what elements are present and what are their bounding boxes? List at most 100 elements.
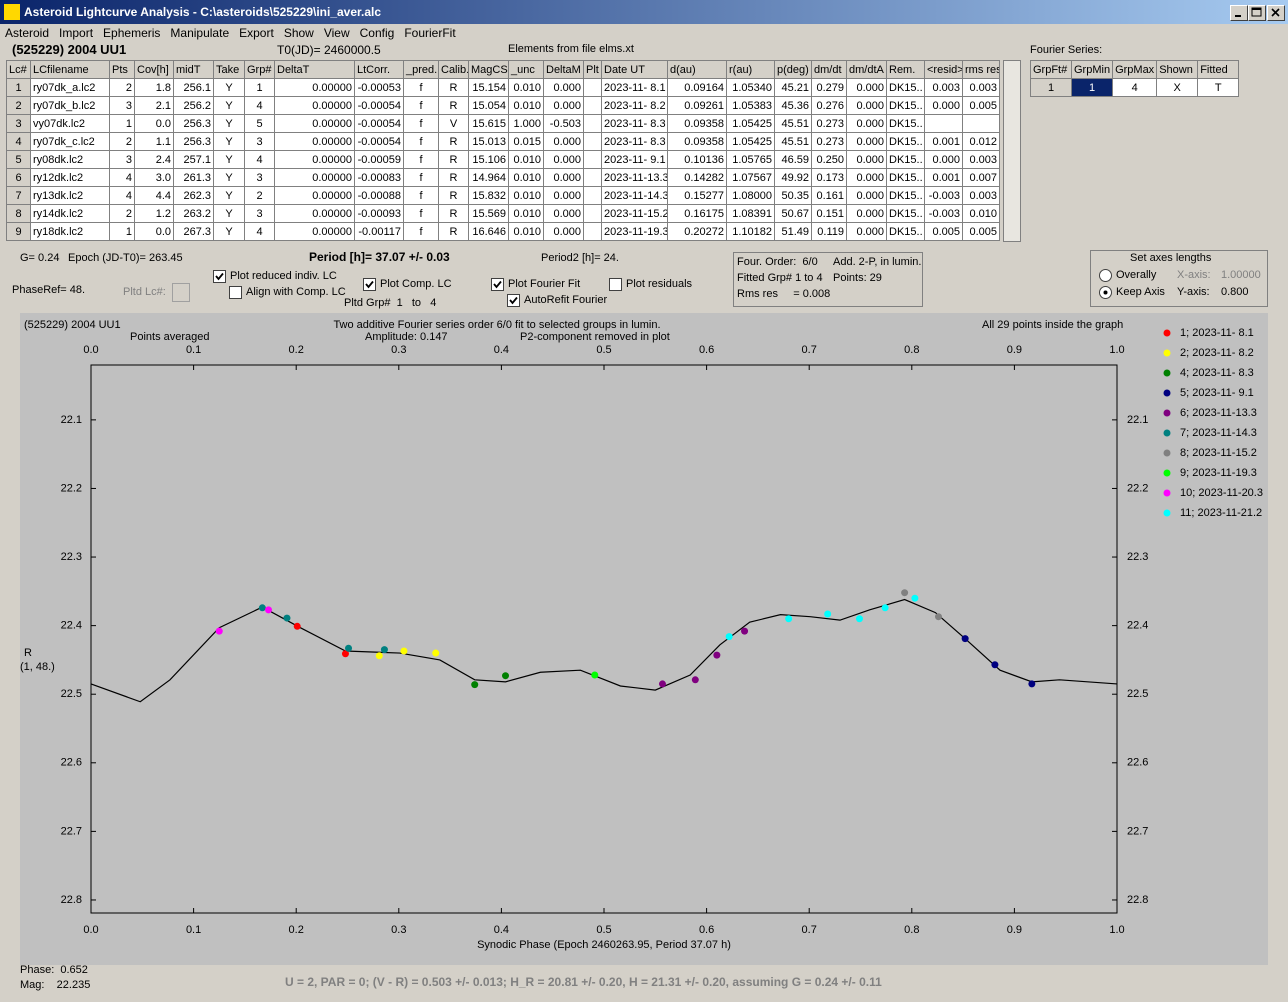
lc-spinner[interactable]	[172, 283, 190, 302]
close-button[interactable]	[1267, 5, 1285, 21]
app-icon	[4, 4, 20, 20]
scrollbar[interactable]	[1003, 60, 1021, 242]
table-row[interactable]: 1 ry07dk_a.lc2 2 1.8 256.1 Y 1 0.00000 -0.00053 f…	[6, 78, 1000, 97]
table-cell: 0.010	[962, 204, 1000, 223]
checkbox-label[interactable]: Plot Comp. LC	[380, 278, 452, 290]
table-cell	[583, 186, 602, 205]
table-cell	[583, 96, 602, 115]
table-cell: f	[403, 222, 439, 241]
x-tick-label: 0.5	[596, 344, 611, 356]
table-cell: 45.21	[774, 78, 812, 97]
menu-item[interactable]: Show	[283, 26, 314, 40]
table-cell	[583, 168, 602, 187]
y-tick-label: 22.1	[61, 414, 82, 426]
table-cell: 0.0	[134, 114, 174, 133]
period-label: Period [h]= 37.07 +/- 0.03	[309, 250, 450, 264]
table-cell: 1.05425	[726, 114, 775, 133]
table-row[interactable]: 3 vy07dk.lc2 1 0.0 256.3 Y 5 0.00000 -0.00054 f V 1…	[6, 114, 1000, 133]
checkbox-label[interactable]: Plot residuals	[626, 278, 693, 290]
table-cell: 1.000	[508, 114, 544, 133]
table-row[interactable]: 7 ry13dk.lc2 4 4.4 262.3 Y 2 0.00000 -0.00088 f R 1…	[6, 186, 1000, 205]
table-row[interactable]: 8 ry14dk.lc2 2 1.2 263.2 Y 3 0.00000 -0.00093 f R 1…	[6, 204, 1000, 223]
data-point	[341, 650, 349, 658]
table-cell: 0.000	[543, 96, 584, 115]
checkbox-label[interactable]: Plot Fourier Fit	[508, 278, 581, 290]
data-point	[264, 606, 272, 614]
checkbox-label[interactable]: AutoRefit Fourier	[524, 294, 608, 306]
radio-label[interactable]: Keep Axis	[1116, 286, 1165, 298]
checkbox[interactable]	[507, 294, 520, 307]
table-cell: 4	[244, 96, 275, 115]
table-row[interactable]: 4 ry07dk_c.lc2 2 1.1 256.3 Y 3 0.00000 -0.00054 f…	[6, 132, 1000, 151]
table-cell: 0.00000	[274, 168, 355, 187]
table-cell: 2	[109, 78, 135, 97]
checkbox[interactable]	[363, 278, 376, 291]
table-cell: DK15..	[886, 132, 925, 151]
table-cell	[962, 114, 1000, 133]
table-cell: 257.1	[173, 150, 214, 169]
maximize-button[interactable]	[1248, 5, 1266, 21]
table-cell: 0.005	[962, 96, 1000, 115]
table-cell: 45.51	[774, 132, 812, 151]
table-cell: 0.151	[811, 204, 847, 223]
table-cell: f	[403, 132, 439, 151]
radio-button[interactable]	[1099, 286, 1112, 299]
radio-label[interactable]: Overally	[1116, 269, 1157, 281]
table-cell: 0.09164	[667, 78, 727, 97]
menu-item[interactable]: Config	[359, 26, 395, 40]
table-cell: 0.00000	[274, 186, 355, 205]
y-tick-label: 22.6	[61, 757, 82, 769]
checkbox[interactable]	[491, 278, 504, 291]
y-tick-label: 22.8	[1127, 894, 1148, 906]
table-cell: 50.67	[774, 204, 812, 223]
data-point	[283, 614, 291, 622]
table-cell: ry13dk.lc2	[30, 186, 110, 205]
menu-item[interactable]: FourierFit	[404, 26, 456, 40]
column-header: Plt	[583, 60, 602, 79]
radio-button[interactable]	[1099, 269, 1112, 282]
menu-item[interactable]: View	[323, 26, 350, 40]
table-row[interactable]: 2 ry07dk_b.lc2 3 2.1 256.2 Y 4 0.00000 -0.00054 f…	[6, 96, 1000, 115]
menu-item[interactable]: Ephemeris	[103, 26, 161, 40]
table-cell: 3.0	[134, 168, 174, 187]
table-cell: 50.35	[774, 186, 812, 205]
menu-item[interactable]: Import	[59, 26, 94, 40]
table-cell: 0.00000	[274, 96, 355, 115]
checkbox[interactable]	[213, 270, 226, 283]
table-cell: 0.276	[811, 96, 847, 115]
table-cell: 2.1	[134, 96, 174, 115]
menu-item[interactable]: Manipulate	[170, 26, 230, 40]
info-line: Fitted Grp# 1 to 4	[737, 272, 823, 284]
table-cell: 1	[109, 114, 135, 133]
x-tick-label: 0.1	[186, 344, 201, 356]
checkbox-label[interactable]: Align with Comp. LC	[246, 286, 346, 298]
menu-item[interactable]: Export	[239, 26, 274, 40]
checkbox[interactable]	[229, 286, 242, 299]
table-cell: 1.08391	[726, 204, 775, 223]
annotation: All 29 points inside the graph	[982, 319, 1123, 331]
table-cell: DK15..	[886, 114, 925, 133]
table-cell[interactable]: 4	[1112, 78, 1158, 97]
table-row[interactable]: 5 ry08dk.lc2 3 2.4 257.1 Y 4 0.00000 -0.00059 f R 1…	[6, 150, 1000, 169]
y-axis-title: R	[24, 647, 32, 659]
axes-title: Set axes lengths	[1130, 252, 1212, 264]
table-cell: ry07dk_a.lc2	[30, 78, 110, 97]
table-row[interactable]: 6 ry12dk.lc2 4 3.0 261.3 Y 3 0.00000 -0.00083 f R 1…	[6, 168, 1000, 187]
minimize-button[interactable]	[1230, 5, 1248, 21]
table-cell: 3	[109, 150, 135, 169]
checkbox-label[interactable]: Plot reduced indiv. LC	[230, 270, 337, 282]
checkbox[interactable]	[609, 278, 622, 291]
table-cell[interactable]: T	[1197, 78, 1240, 97]
column-header: LCfilename	[30, 60, 110, 79]
table-cell: 5	[244, 114, 275, 133]
table-cell[interactable]: 1	[1070, 78, 1114, 97]
table-row[interactable]: 9 ry18dk.lc2 1 0.0 267.3 Y 4 0.00000 -0.00117 f R 1…	[6, 222, 1000, 241]
table-cell[interactable]: X	[1156, 78, 1199, 97]
table-cell: R	[438, 222, 469, 241]
table-cell: 0.010	[508, 186, 544, 205]
legend-label: 6; 2023-11-13.3	[1180, 407, 1257, 419]
menu-item[interactable]: Asteroid	[5, 26, 50, 40]
y-tick-label: 22.3	[1127, 551, 1148, 563]
table-cell[interactable]: 1	[1030, 78, 1072, 97]
table-cell: 0.14282	[667, 168, 727, 187]
